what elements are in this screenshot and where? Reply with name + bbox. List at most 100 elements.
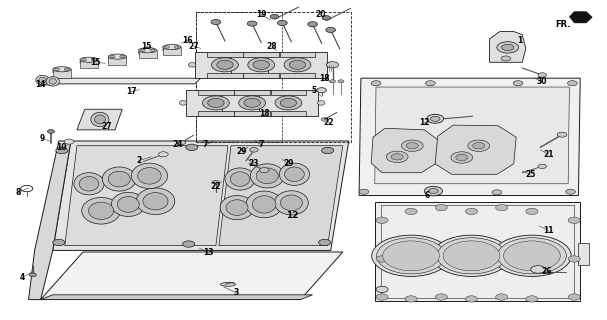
Circle shape — [568, 217, 580, 223]
Circle shape — [538, 164, 546, 169]
Circle shape — [308, 22, 317, 27]
Circle shape — [496, 204, 507, 211]
Polygon shape — [375, 202, 580, 301]
Ellipse shape — [180, 100, 187, 105]
Text: 1: 1 — [517, 36, 523, 44]
Ellipse shape — [327, 62, 334, 67]
Circle shape — [164, 46, 169, 48]
Text: 7: 7 — [259, 140, 264, 149]
Text: 2: 2 — [137, 156, 142, 165]
Text: 12: 12 — [419, 118, 430, 127]
Polygon shape — [371, 128, 439, 173]
Ellipse shape — [82, 197, 120, 224]
Ellipse shape — [215, 100, 223, 105]
Text: 4: 4 — [20, 273, 25, 282]
Ellipse shape — [281, 100, 289, 105]
Circle shape — [55, 68, 59, 70]
Text: 18: 18 — [319, 74, 330, 83]
Ellipse shape — [280, 99, 297, 108]
Polygon shape — [41, 252, 343, 300]
Ellipse shape — [217, 60, 233, 69]
Circle shape — [406, 142, 418, 149]
Ellipse shape — [254, 62, 262, 67]
Circle shape — [82, 59, 87, 61]
Text: 21: 21 — [543, 150, 554, 159]
Text: 8: 8 — [16, 188, 21, 197]
Ellipse shape — [245, 100, 253, 105]
Ellipse shape — [212, 58, 239, 72]
Polygon shape — [186, 90, 246, 116]
Text: 13: 13 — [203, 248, 213, 257]
Ellipse shape — [275, 96, 302, 110]
Circle shape — [317, 88, 327, 93]
Circle shape — [526, 208, 538, 215]
Polygon shape — [280, 52, 315, 57]
Ellipse shape — [284, 58, 311, 72]
Circle shape — [568, 294, 580, 300]
Ellipse shape — [253, 196, 276, 213]
Circle shape — [405, 296, 417, 302]
Circle shape — [426, 81, 435, 86]
Ellipse shape — [95, 115, 106, 124]
Polygon shape — [243, 52, 279, 57]
Ellipse shape — [143, 193, 168, 210]
Circle shape — [493, 235, 571, 276]
Circle shape — [432, 235, 510, 276]
Ellipse shape — [138, 50, 157, 56]
Circle shape — [47, 130, 55, 133]
Circle shape — [424, 186, 443, 196]
Polygon shape — [219, 146, 343, 246]
Polygon shape — [271, 90, 307, 95]
Circle shape — [429, 188, 438, 194]
Ellipse shape — [285, 167, 304, 181]
Text: 24: 24 — [172, 140, 183, 149]
Text: 14: 14 — [35, 80, 46, 89]
Ellipse shape — [36, 75, 49, 85]
Circle shape — [566, 189, 575, 194]
Polygon shape — [53, 141, 349, 251]
Circle shape — [376, 294, 388, 300]
Ellipse shape — [136, 188, 175, 215]
Polygon shape — [198, 111, 234, 116]
Text: 26: 26 — [541, 267, 552, 276]
Circle shape — [277, 20, 287, 26]
Text: 28: 28 — [266, 42, 277, 51]
Polygon shape — [195, 52, 255, 78]
Circle shape — [150, 49, 155, 52]
Text: 30: 30 — [537, 77, 548, 86]
Ellipse shape — [89, 202, 114, 220]
Ellipse shape — [279, 163, 310, 185]
Ellipse shape — [111, 192, 145, 216]
Text: 18: 18 — [259, 108, 270, 117]
Circle shape — [498, 238, 566, 274]
Circle shape — [29, 273, 36, 277]
Circle shape — [473, 142, 485, 149]
Text: 22: 22 — [324, 118, 334, 127]
Circle shape — [322, 16, 331, 20]
Text: 6: 6 — [425, 191, 430, 200]
Circle shape — [376, 256, 388, 262]
Ellipse shape — [46, 76, 59, 86]
Text: FR.: FR. — [555, 20, 571, 29]
Circle shape — [211, 20, 221, 25]
Ellipse shape — [226, 200, 248, 215]
Text: 16: 16 — [182, 36, 193, 44]
Circle shape — [503, 241, 560, 271]
Polygon shape — [569, 12, 592, 23]
Ellipse shape — [290, 62, 297, 67]
Polygon shape — [77, 109, 122, 130]
Circle shape — [174, 46, 179, 48]
Circle shape — [321, 117, 328, 121]
Circle shape — [427, 114, 444, 123]
Circle shape — [426, 189, 435, 194]
Text: 12: 12 — [287, 211, 299, 220]
Ellipse shape — [244, 99, 260, 108]
Circle shape — [319, 239, 331, 246]
Ellipse shape — [49, 78, 56, 84]
Polygon shape — [578, 243, 589, 265]
Text: 9: 9 — [40, 134, 45, 143]
Ellipse shape — [188, 62, 196, 67]
Ellipse shape — [79, 177, 99, 191]
Polygon shape — [108, 57, 126, 65]
Polygon shape — [234, 90, 270, 95]
